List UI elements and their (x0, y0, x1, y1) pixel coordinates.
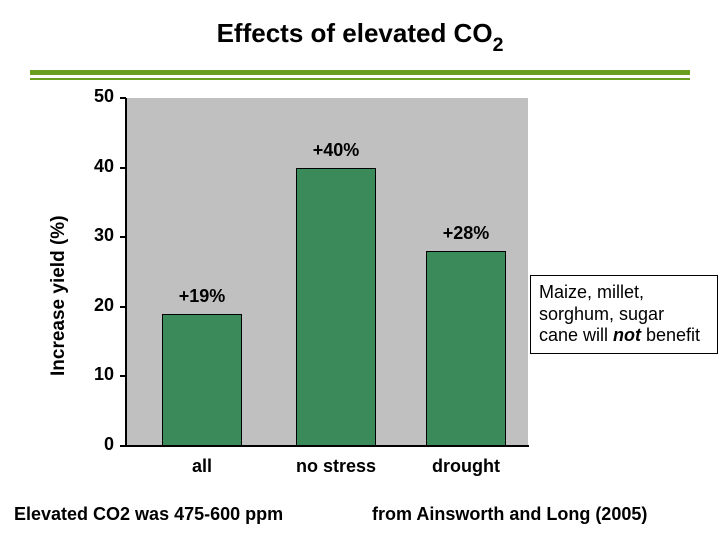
category-label: all (142, 456, 262, 477)
title-rule-thin (30, 78, 690, 80)
value-label: +28% (416, 223, 516, 244)
y-tick (120, 167, 126, 169)
y-tick (120, 375, 126, 377)
callout-line-3: cane will (539, 325, 613, 345)
footer-left: Elevated CO2 was 475-600 ppm (14, 504, 283, 525)
y-tick-label: 50 (78, 86, 114, 107)
y-tick-label: 0 (78, 434, 114, 455)
value-label: +40% (286, 140, 386, 161)
title-rule-thick (30, 70, 690, 75)
y-tick-label: 30 (78, 225, 114, 246)
title-subscript: 2 (493, 34, 504, 56)
y-tick-label: 40 (78, 156, 114, 177)
bar (426, 251, 506, 446)
y-axis-label: Increase yield (%) (48, 215, 70, 376)
value-label: +19% (152, 286, 252, 307)
y-tick-label: 20 (78, 295, 114, 316)
slide: { "title": { "text_prefix": "Effects of … (0, 0, 720, 540)
y-tick (120, 97, 126, 99)
bar (296, 168, 376, 446)
y-axis-line (125, 98, 127, 446)
callout-not: not (613, 325, 641, 345)
callout-tail: benefit (641, 325, 700, 345)
title-text: Effects of elevated CO (217, 18, 493, 48)
slide-title: Effects of elevated CO2 (0, 18, 720, 54)
category-label: drought (406, 456, 526, 477)
callout-line-1: Maize, millet, (539, 282, 644, 302)
y-tick (120, 306, 126, 308)
y-tick-label: 10 (78, 364, 114, 385)
callout-line-2: sorghum, sugar (539, 304, 664, 324)
y-tick (120, 445, 126, 447)
y-tick (120, 236, 126, 238)
footer-right: from Ainsworth and Long (2005) (372, 504, 647, 525)
category-label: no stress (276, 456, 396, 477)
bar (162, 314, 242, 446)
callout-box: Maize, millet, sorghum, sugar cane will … (530, 275, 718, 354)
